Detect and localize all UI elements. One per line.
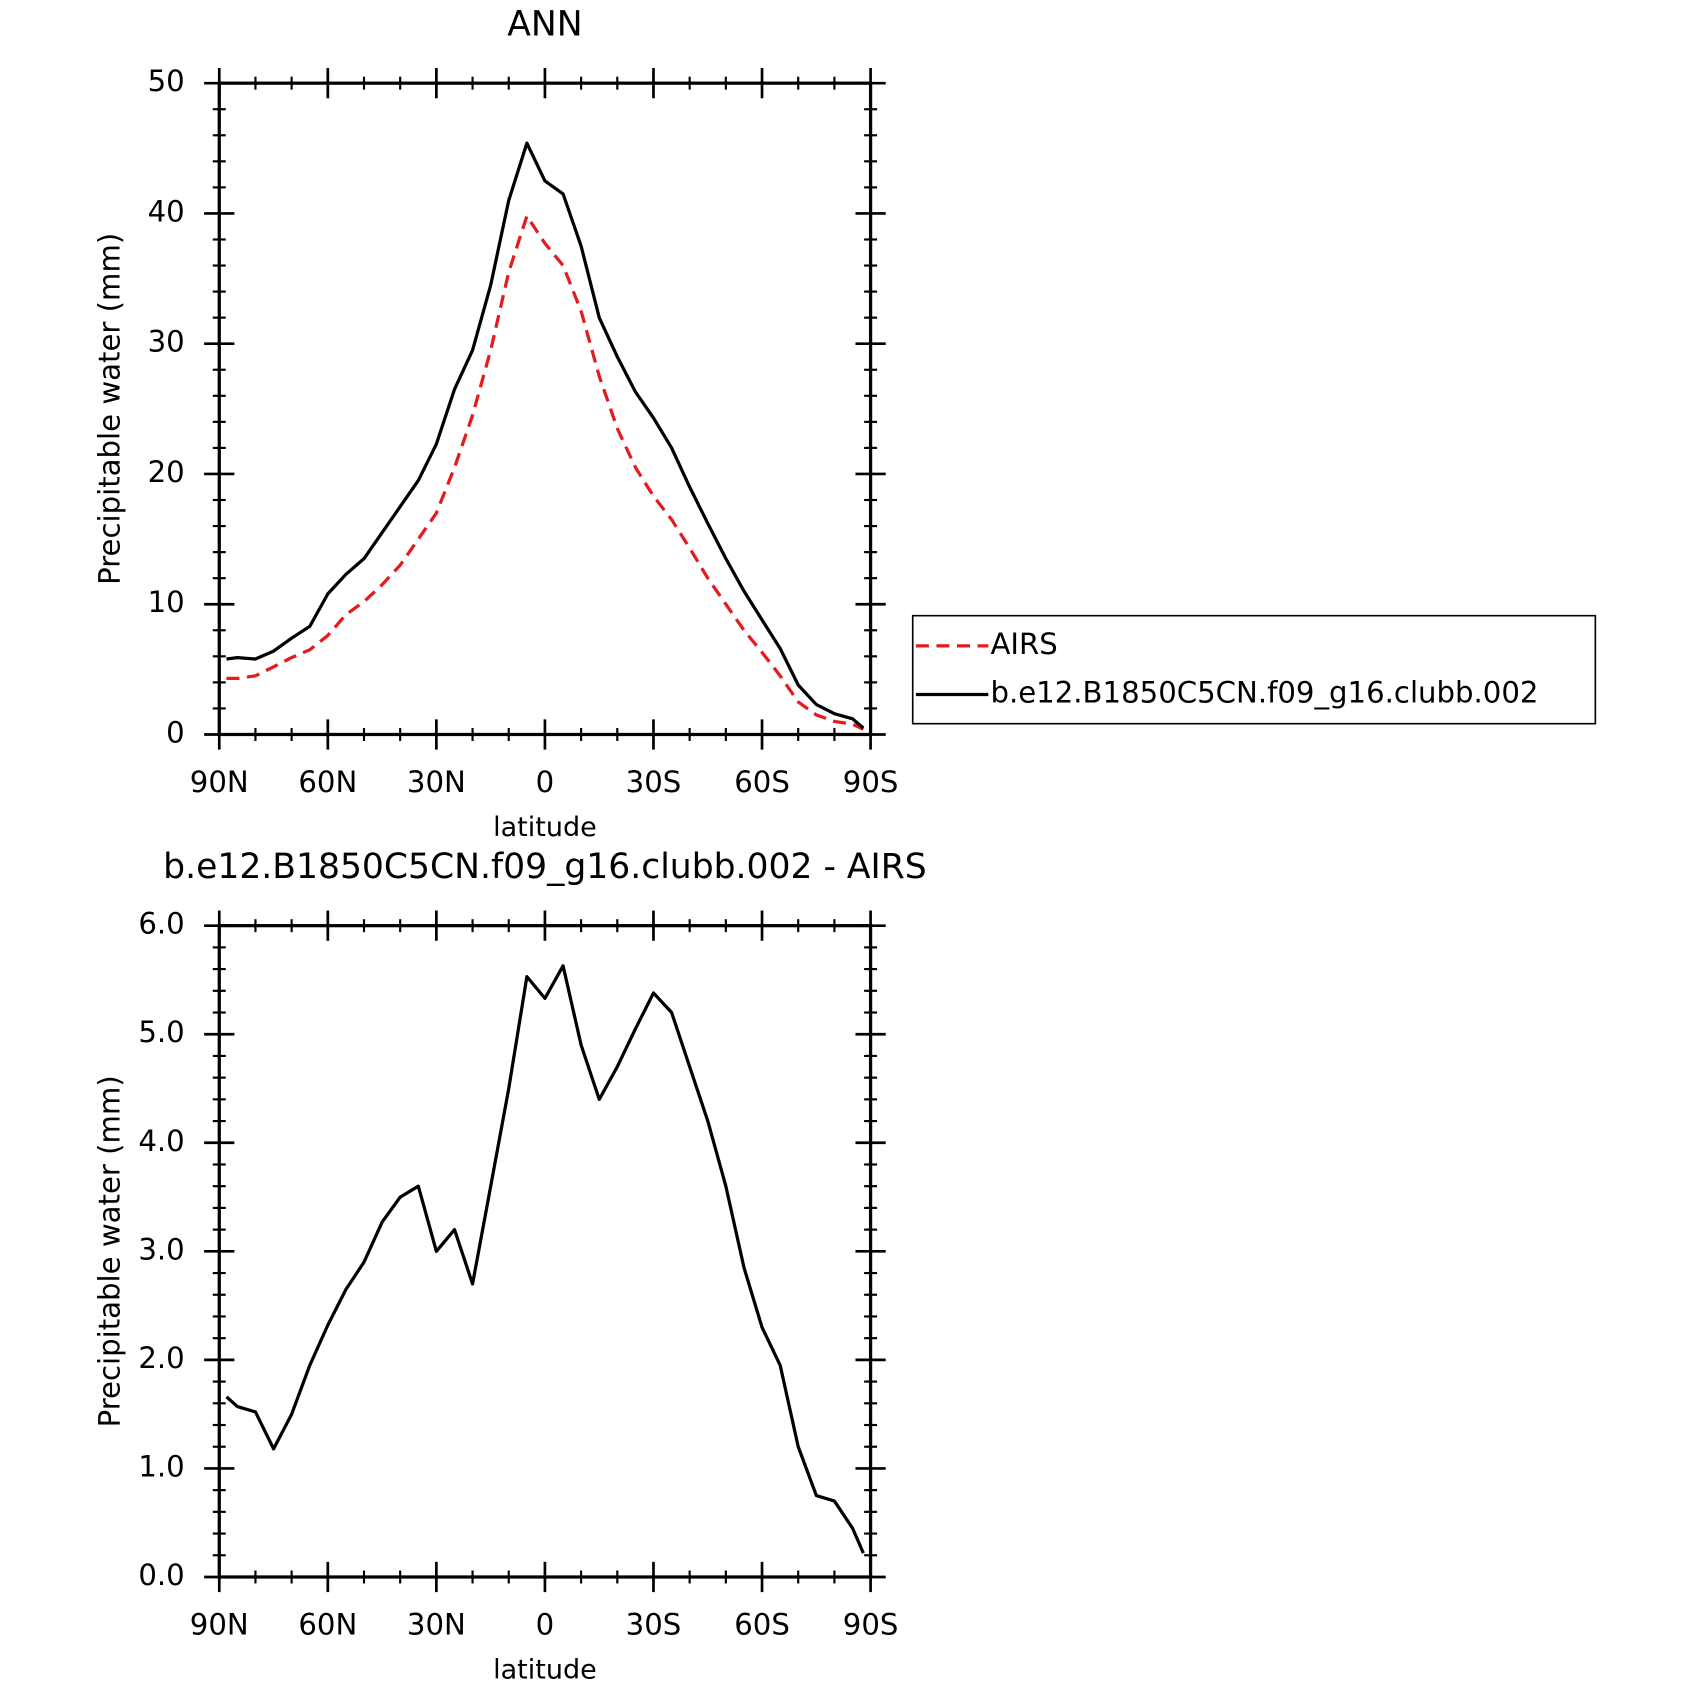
x-tick-label: 0	[536, 1608, 555, 1642]
x-tick-label: 60N	[298, 1608, 357, 1642]
x-tick-label: 90N	[190, 765, 249, 799]
y-tick-label: 50	[148, 64, 185, 98]
y-axis-label: Precipitable water (mm)	[92, 233, 126, 585]
y-axis-label: Precipitable water (mm)	[92, 1075, 126, 1427]
y-tick-label: 6.0	[138, 907, 184, 941]
y-tick-label: 40	[148, 194, 185, 228]
y-tick-label: 0	[166, 715, 185, 749]
legend-label: b.e12.B1850C5CN.f09_g16.clubb.002	[990, 676, 1538, 710]
series-line	[226, 214, 865, 731]
plot-frame	[217, 81, 873, 737]
y-tick-label: 5.0	[138, 1015, 184, 1049]
x-tick-label: 90N	[190, 1608, 249, 1642]
chart-title: ANN	[507, 4, 582, 44]
x-tick-label: 30S	[626, 765, 682, 799]
x-tick-label: 30S	[626, 1608, 682, 1642]
x-tick-label: 60S	[734, 765, 790, 799]
x-tick-label: 90S	[843, 765, 899, 799]
y-tick-label: 20	[148, 455, 185, 489]
x-axis-label: latitude	[493, 1654, 597, 1685]
series-line	[225, 964, 865, 1554]
y-tick-label: 3.0	[138, 1232, 184, 1266]
chart-title: b.e12.B1850C5CN.f09_g16.clubb.002 - AIRS	[163, 847, 927, 887]
y-tick-label: 1.0	[138, 1449, 184, 1483]
x-axis-label: latitude	[493, 812, 597, 843]
y-tick-label: 0.0	[138, 1558, 184, 1592]
legend-label: AIRS	[990, 627, 1057, 661]
legend-box	[911, 614, 1597, 725]
y-tick-label: 4.0	[138, 1124, 184, 1158]
x-tick-label: 90S	[843, 1608, 899, 1642]
plot-frame	[217, 924, 873, 1579]
y-tick-label: 2.0	[138, 1341, 184, 1375]
series-line	[226, 141, 865, 730]
x-tick-label: 60S	[734, 1608, 790, 1642]
x-tick-label: 0	[536, 765, 555, 799]
y-tick-label: 10	[148, 585, 185, 619]
x-tick-label: 60N	[298, 765, 357, 799]
x-tick-label: 30N	[407, 765, 466, 799]
x-tick-label: 30N	[407, 1608, 466, 1642]
y-tick-label: 30	[148, 325, 185, 359]
